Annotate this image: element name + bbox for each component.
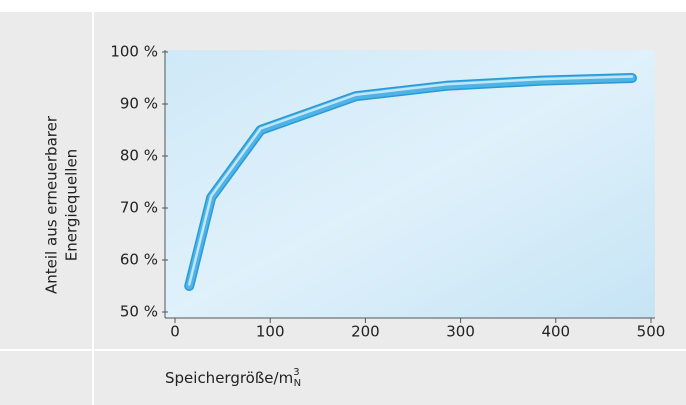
y-tick-label: 50 % xyxy=(120,303,158,321)
y-tick-label: 80 % xyxy=(120,147,158,165)
x-tick-label: 500 xyxy=(637,323,666,341)
x-tick-label: 200 xyxy=(351,323,380,341)
x-tick-label: 100 xyxy=(256,323,285,341)
y-label: Energiequellen xyxy=(63,149,81,261)
y-tick-label: 100 % xyxy=(110,43,158,61)
chart: Anteil aus erneuerbarer Energiequellen S… xyxy=(0,0,686,405)
x-tick-label: 0 xyxy=(170,323,180,341)
x-tick-label: 300 xyxy=(446,323,475,341)
y-tick-label: 70 % xyxy=(120,199,158,217)
x-tick-label: 400 xyxy=(541,323,570,341)
y-tick-label: 60 % xyxy=(120,251,158,269)
y-label: Anteil aus erneuerbarer xyxy=(43,115,61,294)
y-tick-label: 90 % xyxy=(120,95,158,113)
